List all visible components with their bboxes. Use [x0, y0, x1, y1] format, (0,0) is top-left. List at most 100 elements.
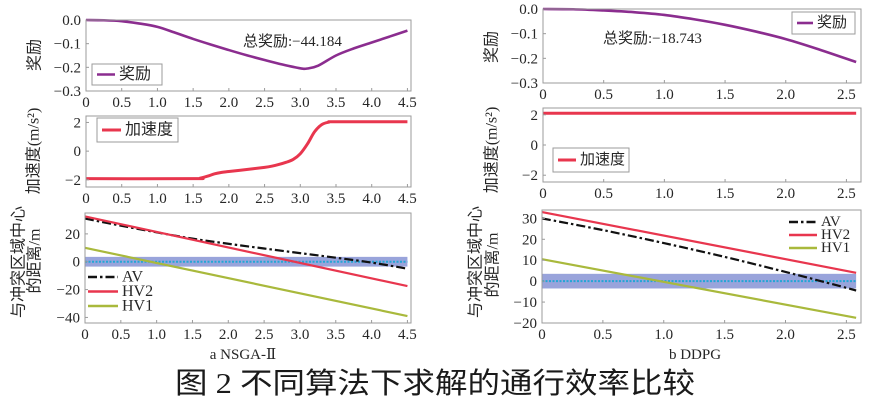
x-tick-label: 3.5 — [326, 327, 345, 343]
x-tick-label: 2.0 — [219, 191, 238, 207]
x-tick-label: 1.0 — [148, 191, 167, 207]
x-tick-label: 4.0 — [362, 95, 381, 111]
y-axis-label: 与冲突区域中心 — [467, 206, 485, 318]
x-tick-label: 1.5 — [184, 191, 203, 207]
reward-line — [85, 18, 408, 71]
series-line-hv2 — [84, 215, 408, 288]
y-tick-label: −0.3 — [511, 76, 538, 92]
x-tick-label: 0.5 — [111, 327, 130, 343]
y-tick-label: 2 — [531, 108, 539, 124]
y-tick-label: −0.2 — [54, 60, 81, 76]
x-tick-label: 3.0 — [291, 327, 310, 343]
y-axis-label: 与冲突区域中心 — [10, 206, 28, 318]
y-tick-label: −40 — [57, 310, 80, 326]
y-axis-label: 的距离/m — [26, 228, 44, 293]
y-axis-label: 奖励 — [26, 39, 44, 71]
plot-frame — [542, 8, 862, 84]
x-tick-label: 1.0 — [655, 186, 674, 202]
y-tick-label: 2 — [74, 115, 82, 131]
x-tick-label: 2.5 — [837, 186, 856, 202]
x-tick-label: 1.5 — [184, 95, 203, 111]
subfigure-label-ddpg: b DDPG — [669, 347, 721, 363]
x-tick-label: 4.0 — [362, 327, 381, 343]
x-tick-label: 2.5 — [837, 327, 856, 343]
y-tick-label: −2 — [522, 168, 538, 184]
y-tick-label: −0.1 — [511, 27, 538, 43]
chart-panels: 0 0.5 1.0 1.5 2.0 2.5 3.0 3.5 4.0 4.5 0.0 −0.1 −0.2 −… — [10, 2, 862, 343]
legend-label-hv1: HV1 — [821, 240, 850, 256]
total-reward-annotation: 总奖励:−44.184 — [243, 33, 342, 50]
x-tick-label: 1.0 — [148, 95, 167, 111]
x-tick-label: 4.5 — [398, 95, 417, 111]
x-tick-label: 1.0 — [147, 327, 166, 343]
x-tick-label: 0 — [539, 87, 547, 103]
acceleration-chart-nsga2: 0 0.5 1.0 1.5 2.0 2.5 3.0 3.5 4.0 4.520−2加速度(m/s²… — [25, 108, 417, 207]
y-axis-label: 奖励 — [483, 31, 501, 63]
y-tick-label: −20 — [57, 283, 80, 299]
x-tick-label: 0 — [82, 95, 90, 111]
legend-label-hv2: HV2 — [122, 283, 153, 300]
x-tick-label: 2.5 — [837, 87, 856, 103]
legend: 加速度 — [96, 117, 179, 143]
x-tick-label: 2.5 — [255, 191, 274, 207]
plot-frame — [541, 209, 862, 324]
y-tick-label: −0.3 — [54, 84, 81, 100]
reward-chart-ddpg: 0 0.5 1.0 1.5 2.0 2.50.0−0.1−0.2−0.3奖励奖励总奖励:−… — [483, 2, 862, 103]
plot-frame — [85, 19, 412, 92]
legend-label-hv2: HV2 — [821, 227, 850, 243]
x-tick-label: 3.0 — [291, 191, 310, 207]
y-tick-label: 20 — [65, 227, 80, 243]
legend: 奖励 — [791, 11, 856, 35]
series-line-hv1 — [541, 258, 857, 319]
x-tick-label: 1.5 — [183, 327, 202, 343]
x-tick-label: 1.5 — [716, 87, 735, 103]
x-tick-label: 0.5 — [594, 87, 613, 103]
y-tick-label: 0.0 — [62, 13, 81, 29]
x-tick-label: 0 — [538, 327, 546, 343]
x-tick-label: 3.5 — [327, 95, 346, 111]
subfigure-label-nsga2: a NSGA-Ⅱ — [210, 347, 276, 363]
x-tick-label: 4.5 — [398, 327, 417, 343]
legend-label: 加速度 — [580, 151, 625, 168]
x-tick-label: 2.5 — [255, 95, 274, 111]
plot-frame — [84, 212, 412, 324]
x-tick-label: 0.5 — [594, 327, 613, 343]
reward-line — [542, 7, 857, 64]
y-tick-label: 0 — [74, 144, 82, 160]
x-tick-label: 0.5 — [594, 186, 613, 202]
y-tick-label: −0.2 — [511, 51, 538, 67]
legend-frame — [791, 11, 856, 35]
x-tick-label: 0.5 — [112, 95, 131, 111]
acceleration-line — [85, 120, 408, 181]
y-axis-label: 加速度(m/s²) — [25, 108, 43, 195]
y-tick-label: −2 — [65, 173, 81, 189]
legend-label: 奖励 — [817, 14, 847, 31]
total-reward-annotation: 总奖励:−18.743 — [603, 30, 702, 47]
x-tick-label: 2.0 — [219, 327, 238, 343]
x-tick-label: 3.0 — [291, 95, 310, 111]
legend-label: 奖励 — [119, 65, 151, 83]
legend-label-hv1: HV1 — [122, 298, 153, 315]
x-tick-label: 2.0 — [219, 95, 238, 111]
y-tick-label: 0 — [531, 138, 539, 154]
x-tick-label: 2.0 — [776, 186, 795, 202]
reward-chart-nsga2: 0 0.5 1.0 1.5 2.0 2.5 3.0 3.5 4.0 4.5 0.0 −0.1 −0.2 −… — [26, 13, 417, 111]
figure-caption: 图 2 不同算法下求解的通行效率比较 — [175, 367, 695, 400]
series-line-hv1 — [84, 246, 408, 318]
y-axis-label: 的距离/m — [484, 232, 502, 297]
y-tick-label: 0.0 — [519, 2, 538, 18]
y-tick-label: 20 — [522, 232, 537, 248]
x-tick-label: 2.0 — [776, 87, 795, 103]
x-tick-label: 0 — [82, 191, 90, 207]
x-tick-label: 0 — [539, 186, 547, 202]
x-tick-label: 0.5 — [112, 191, 131, 207]
x-tick-label: 0 — [81, 327, 89, 343]
y-tick-label: 0 — [73, 255, 81, 271]
y-tick-label: −20 — [514, 316, 537, 332]
y-tick-label: −10 — [514, 295, 537, 311]
